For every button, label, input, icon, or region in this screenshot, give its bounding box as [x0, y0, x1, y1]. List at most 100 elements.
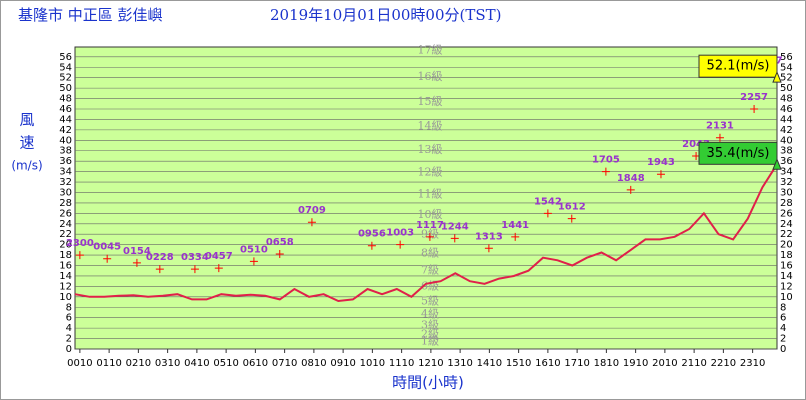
x-tick-label: 0510: [213, 358, 238, 369]
y-tick-label: 50: [780, 83, 793, 94]
gust-marker: [656, 170, 665, 179]
gust-marker: [307, 218, 316, 227]
gust-label: 1003: [386, 228, 414, 239]
x-label: 時間(小時): [392, 374, 464, 392]
y-tick-label: 26: [59, 208, 72, 219]
gust-label: 0658: [266, 237, 294, 248]
y-tick-label: 32: [59, 177, 72, 188]
y-tick-label: 20: [59, 240, 72, 251]
y-tick-label: 56: [59, 52, 72, 63]
y-tick-label: 22: [780, 229, 793, 240]
x-tick-label: 0110: [96, 358, 121, 369]
y-tick-label: 0: [66, 344, 72, 355]
y-tick-label: 8: [66, 302, 72, 313]
x-tick-label: 2010: [652, 358, 677, 369]
level-label: 3級: [421, 318, 439, 331]
x-tick-label: 1410: [477, 358, 502, 369]
y-tick-label: 16: [780, 261, 793, 272]
x-tick-label: 1010: [360, 358, 385, 369]
gust-marker: [626, 185, 635, 194]
level-label: 2級: [421, 328, 439, 341]
gust-marker: [155, 265, 164, 274]
x-tick-label: 1910: [623, 358, 648, 369]
y-tick-label: 10: [59, 292, 72, 303]
y-tick-label: 26: [780, 208, 793, 219]
gust-label: 0709: [298, 205, 326, 216]
wind-line: [74, 163, 778, 303]
gust-label: 2300: [66, 238, 94, 249]
y-tick-label: 46: [59, 104, 72, 115]
y-tick-label: 6: [66, 313, 72, 324]
y-tick-label: 34: [780, 167, 793, 178]
y-tick-label: 36: [780, 156, 793, 167]
level-label: 11級: [418, 187, 443, 200]
y-tick-label: 22: [59, 229, 72, 240]
gust-label: 0334: [181, 252, 209, 263]
level-label: 15級: [418, 95, 443, 108]
x-tick-label: 2210: [711, 358, 736, 369]
y-tick-label: 0: [780, 344, 786, 355]
y-tick-label: 28: [59, 198, 72, 209]
gust-label: 2131: [706, 121, 734, 132]
gust-marker: [543, 209, 552, 218]
y-tick-label: 54: [59, 62, 72, 73]
y-tick-label: 32: [780, 177, 793, 188]
x-tick-label: 0810: [301, 358, 326, 369]
y-tick-label: 2: [780, 334, 786, 345]
gust-label: 1612: [558, 202, 586, 213]
level-label: 14級: [418, 119, 443, 132]
y-tick-label: 14: [780, 271, 793, 282]
x-tick-label: 1610: [535, 358, 560, 369]
y-tick-label: 16: [59, 261, 72, 272]
x-tick-label: 0410: [184, 358, 209, 369]
gust-marker: [425, 232, 434, 241]
current-box: [698, 141, 778, 165]
y-tick-label: 42: [780, 125, 793, 136]
current-box: [698, 54, 778, 78]
station: 基隆市 中正區 彭佳嶼: [18, 6, 163, 24]
y-tick-label: 34: [59, 167, 72, 178]
level-label: 8級: [421, 246, 439, 259]
gust-marker: [75, 251, 84, 260]
gust-marker: [132, 258, 141, 267]
gust-label: 0510: [240, 244, 268, 255]
gust-label: 1244: [441, 221, 469, 232]
y-tick-label: 6: [780, 313, 786, 324]
y-tick-label: 18: [59, 250, 72, 261]
chart-title: 2019年10月01日00時00分(TST): [270, 6, 502, 24]
current-label: 35.4(m/s): [707, 146, 770, 161]
level-label: 7級: [421, 263, 439, 276]
y-tick-label: 38: [780, 146, 793, 157]
gust-label: 1441: [501, 220, 529, 231]
y-tick-label: 10: [780, 292, 793, 303]
y-tick-label: 8: [780, 302, 786, 313]
gust-label: 0045: [93, 242, 121, 253]
gust-marker: [511, 232, 520, 241]
gust-label: 1705: [592, 155, 620, 166]
gust-label: 1542: [534, 196, 562, 207]
y-tick-label: 44: [780, 114, 793, 125]
y-tick-label: 52: [59, 73, 72, 84]
y-tick-label: 50: [59, 83, 72, 94]
y-tick-label: 14: [59, 271, 72, 282]
gust-label: 0457: [205, 251, 233, 262]
x-tick-label: 1710: [564, 358, 589, 369]
y-tick-label: 20: [780, 240, 793, 251]
x-tick-label: 1310: [447, 358, 472, 369]
y-tick-label: 24: [780, 219, 793, 230]
x-tick-label: 0210: [126, 358, 151, 369]
current-marker: [772, 70, 782, 83]
x-tick-label: 2110: [681, 358, 706, 369]
gust-label: 2043: [682, 139, 710, 150]
x-tick-label: 1210: [418, 358, 443, 369]
y-tick-label: 44: [59, 114, 72, 125]
gust-label: 0956: [358, 229, 386, 240]
y-tick-label: 30: [780, 187, 793, 198]
x-tick-label: 0010: [67, 358, 92, 369]
level-label: 16級: [418, 70, 443, 83]
gust-label: 1848: [617, 173, 645, 184]
y-tick-label: 42: [59, 125, 72, 136]
gust-label: 0154: [123, 246, 151, 257]
